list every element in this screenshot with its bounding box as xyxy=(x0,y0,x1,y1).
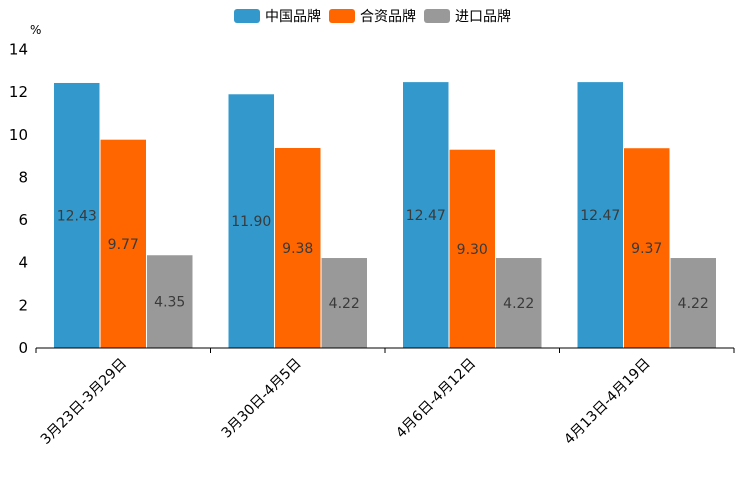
data-label: 4.22 xyxy=(503,296,534,312)
legend: 中国品牌 合资品牌 进口品牌 xyxy=(234,8,511,25)
data-label: 9.77 xyxy=(108,237,139,253)
data-label: 12.47 xyxy=(406,208,446,224)
bar xyxy=(496,258,542,348)
legend-item[interactable]: 中国品牌 xyxy=(234,8,321,25)
category-label: 3月30日-4月5日 xyxy=(219,356,305,442)
category-label: 4月6日-4月12日 xyxy=(393,356,479,442)
data-label: 12.43 xyxy=(57,208,97,224)
bar xyxy=(100,139,146,348)
data-labels: 12.43 9.77 4.35 11.90 9.38 4.22 12.47 9.30 4.22 1… xyxy=(57,208,709,312)
data-label: 4.22 xyxy=(329,296,360,312)
y-tick-label: 8 xyxy=(18,168,28,186)
y-tick-label: 0 xyxy=(18,339,28,357)
y-axis-ticks: 0 2 4 6 8 10 12 14 xyxy=(9,41,28,358)
category-labels: 3月23日-3月29日 3月30日-4月5日 4月6日-4月12日 4月13日-4月1… xyxy=(38,356,654,448)
legend-swatch xyxy=(329,9,355,23)
data-label: 12.47 xyxy=(580,208,620,224)
bar xyxy=(228,94,274,349)
legend-item[interactable]: 进口品牌 xyxy=(424,8,511,25)
data-label: 9.38 xyxy=(282,241,313,257)
bar xyxy=(670,258,716,348)
legend-swatch xyxy=(424,9,450,23)
y-tick-label: 6 xyxy=(18,211,28,229)
bar xyxy=(54,82,100,348)
bar xyxy=(275,148,321,348)
legend-label: 中国品牌 xyxy=(265,8,321,25)
category-label: 3月23日-3月29日 xyxy=(38,356,130,448)
bar xyxy=(577,82,623,348)
data-label: 9.30 xyxy=(457,242,488,258)
y-tick-label: 14 xyxy=(9,41,28,59)
bar xyxy=(321,258,367,348)
legend-label: 合资品牌 xyxy=(360,8,416,25)
legend-item[interactable]: 合资品牌 xyxy=(329,8,416,25)
y-tick-label: 2 xyxy=(18,296,28,314)
legend-swatch xyxy=(234,9,260,23)
y-tick-label: 10 xyxy=(9,126,28,144)
data-label: 11.90 xyxy=(231,214,271,230)
bar xyxy=(624,148,670,348)
bar xyxy=(403,82,449,348)
y-tick-label: 4 xyxy=(18,254,28,272)
legend-label: 进口品牌 xyxy=(455,8,511,25)
bar xyxy=(147,255,193,348)
data-label: 9.37 xyxy=(631,241,662,257)
data-label: 4.22 xyxy=(678,296,709,312)
category-label: 4月13日-4月19日 xyxy=(561,356,653,448)
bar xyxy=(449,149,495,348)
data-label: 4.35 xyxy=(154,295,185,311)
bars xyxy=(54,82,716,349)
x-axis-ticks xyxy=(35,348,735,353)
y-axis-unit-label: % xyxy=(30,23,41,37)
y-tick-label: 12 xyxy=(9,83,28,101)
